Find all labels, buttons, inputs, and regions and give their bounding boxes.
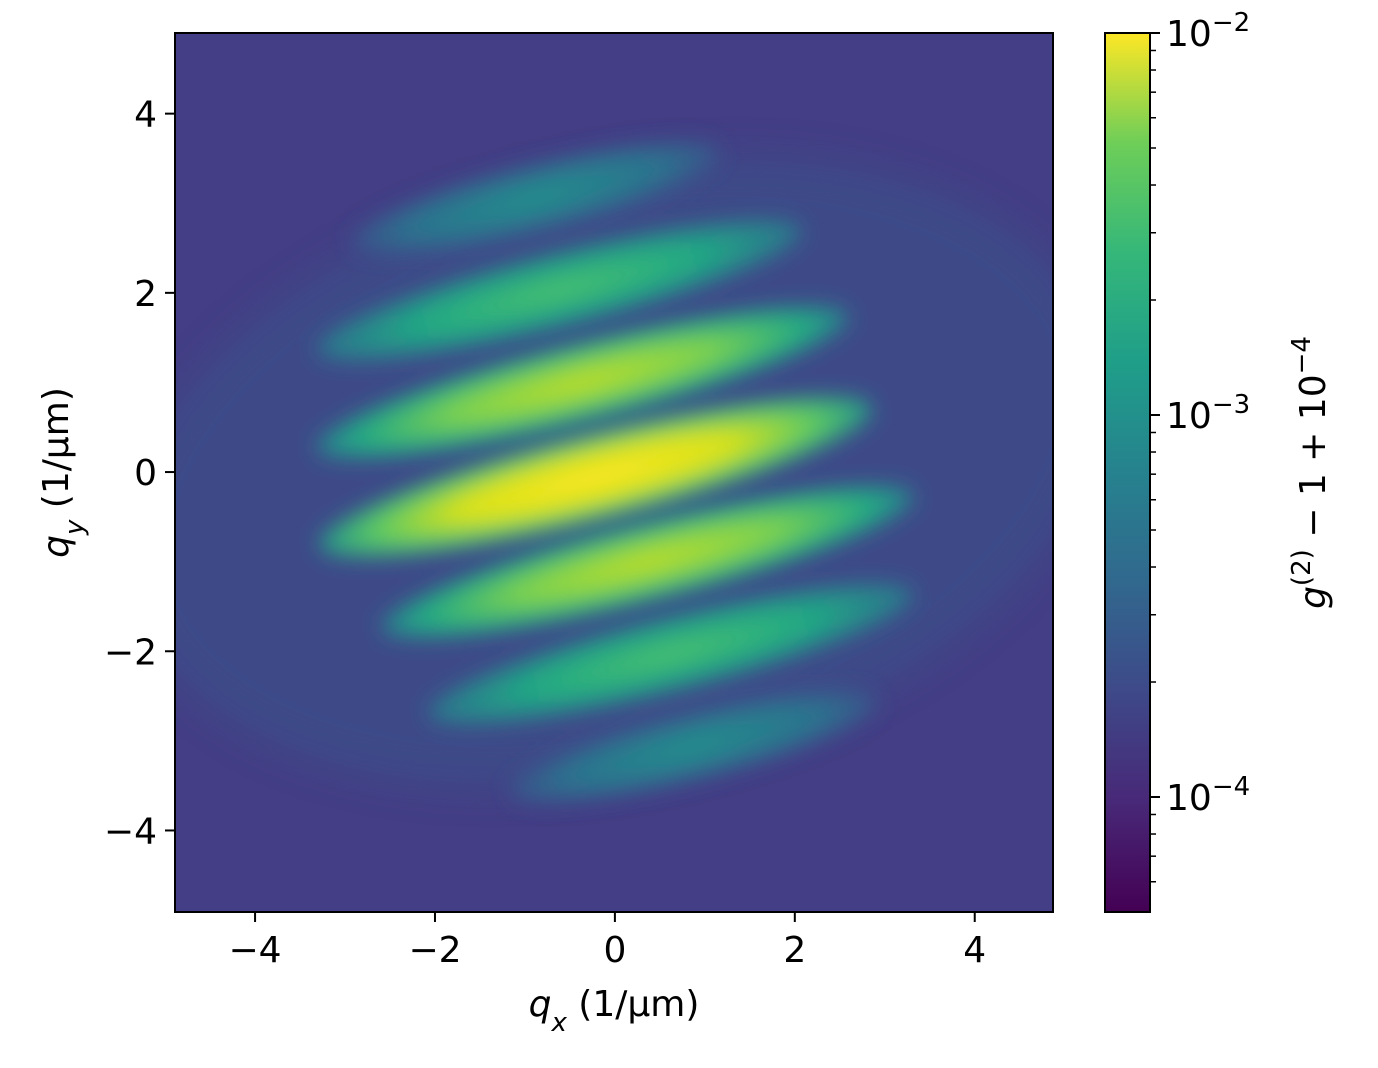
label-part: (1/μm) (567, 984, 700, 1025)
y-axis-label: qy (1/μm) (36, 387, 90, 558)
y-tick-label: 2 (134, 274, 157, 315)
label-part: −2 (1212, 8, 1250, 38)
label-part: (2) (1287, 549, 1317, 586)
colorbar-label: g(2) − 1 + 10−4 (1287, 336, 1334, 609)
x-tick-label: 0 (603, 930, 626, 971)
label-part: −4 (1212, 772, 1250, 802)
label-part: 10 (1166, 14, 1212, 55)
y-tick-label: 0 (134, 453, 157, 494)
colorbar-tick-label: 10−3 (1166, 390, 1250, 437)
colorbar-tick-label: 10−2 (1166, 8, 1250, 55)
label-part: y (60, 519, 90, 536)
label-part: −3 (1212, 390, 1250, 420)
label-part: −4 (1287, 336, 1317, 374)
y-tick-label: 4 (134, 95, 157, 136)
label-part: q (529, 984, 552, 1025)
label-part: (1/μm) (36, 387, 77, 520)
label-part: 10 (1166, 396, 1212, 437)
x-tick-label: −2 (408, 930, 461, 971)
x-tick-label: 2 (783, 930, 806, 971)
x-tick-label: 4 (963, 930, 986, 971)
label-part: − 1 + 10 (1293, 374, 1334, 549)
y-tick-label: −4 (104, 811, 157, 852)
label-part: x (550, 1008, 567, 1038)
heatmap-image (175, 33, 1053, 912)
label-part: q (36, 535, 77, 558)
colorbar (1104, 32, 1151, 913)
y-tick-label: −2 (104, 632, 157, 673)
x-tick-label: −4 (229, 930, 282, 971)
label-part: g (1293, 586, 1334, 609)
label-part: 10 (1166, 778, 1212, 819)
colorbar-tick-label: 10−4 (1166, 772, 1250, 819)
x-axis-label: qx (1/μm) (529, 984, 700, 1038)
